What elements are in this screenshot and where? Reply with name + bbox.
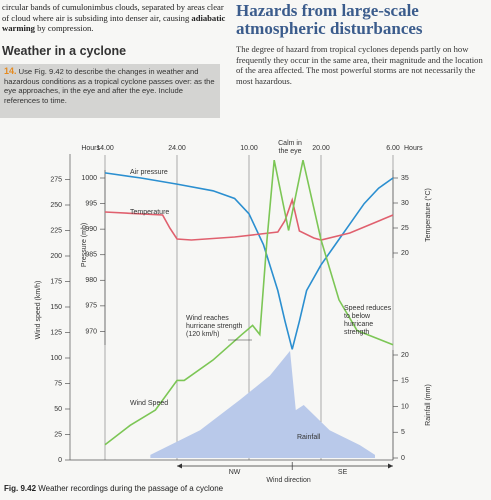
tick-label: 0 xyxy=(58,457,62,464)
intro-part: circular bands of cumulonimbus clouds, s… xyxy=(2,2,224,23)
tick-label: 30 xyxy=(401,200,409,207)
tick-label: 980 xyxy=(85,277,97,284)
article-title: Hazards from large-scale atmospheric dis… xyxy=(236,1,423,38)
series-area xyxy=(150,350,375,458)
annotation: Calm in the eye xyxy=(278,140,302,155)
intro-text: circular bands of cumulonimbus clouds, s… xyxy=(2,2,227,34)
axis-label: Pressure (mb) xyxy=(81,223,88,267)
tick-label: 175 xyxy=(50,278,62,285)
question-box: 14. Use Fig. 9.42 to describe the change… xyxy=(0,64,220,118)
axis-label: Wind speed (km/h) xyxy=(35,281,42,340)
tick-label: 20 xyxy=(401,352,409,359)
tick-label: 200 xyxy=(50,253,62,260)
tick-label: 5 xyxy=(401,429,405,436)
caption-text: Weather recordings during the passage of… xyxy=(38,484,224,493)
annotation: Wind reaches hurricane strength (120 km/… xyxy=(186,315,243,338)
x-axis-label: Wind direction xyxy=(266,477,310,484)
direction-label: NW xyxy=(229,469,241,476)
tick-label: 975 xyxy=(85,303,97,310)
annotation: Speed reduces to below hurricane strengt… xyxy=(344,305,392,336)
series-label: Air pressure xyxy=(130,169,168,176)
x-tick-label: 24.00 xyxy=(168,145,186,152)
intro-part: by compression. xyxy=(34,23,94,33)
series-label: Wind Speed xyxy=(130,400,168,407)
tick-label: 20 xyxy=(401,250,409,257)
tick-label: 985 xyxy=(85,252,97,259)
x-unit: Hours xyxy=(404,145,423,152)
axis-label: Rainfall (mm) xyxy=(425,384,432,426)
series-line xyxy=(104,172,394,350)
tick-label: 0 xyxy=(401,455,405,462)
question-number: 14. xyxy=(4,66,17,76)
tick-label: 25 xyxy=(401,225,409,232)
tick-label: 150 xyxy=(50,304,62,311)
caption-label: Fig. 9.42 xyxy=(4,484,37,493)
tick-label: 10 xyxy=(401,403,409,410)
tick-label: 50 xyxy=(54,406,62,413)
intro-bold: adiabatic warming xyxy=(2,12,226,34)
tick-label: 990 xyxy=(85,226,97,233)
series-label: Rainfall xyxy=(297,434,321,441)
axis-label: Temperature (°C) xyxy=(424,188,432,242)
x-tick-label: 14.00 xyxy=(96,145,114,152)
caption: Fig. 9.42 Weather recordings during the … xyxy=(4,484,223,493)
tick-label: 75 xyxy=(54,380,62,387)
article-text: The degree of hazard from tropical cyclo… xyxy=(236,44,483,86)
series-line xyxy=(104,197,394,241)
tick-label: 970 xyxy=(85,328,97,335)
question-text: Use Fig. 9.42 to describe the changes in… xyxy=(4,67,215,105)
tick-label: 250 xyxy=(50,202,62,209)
x-unit: Hours xyxy=(81,145,100,152)
section-heading: Weather in a cyclone xyxy=(2,44,127,58)
series-label: Temperature xyxy=(130,209,169,216)
x-tick-label: 20.00 xyxy=(312,145,330,152)
direction-label: SE xyxy=(338,469,348,476)
tick-label: 225 xyxy=(50,227,62,234)
x-tick-label: 6.00 xyxy=(386,145,400,152)
tick-label: 1000 xyxy=(81,175,97,182)
tick-label: 100 xyxy=(50,355,62,362)
tick-label: 25 xyxy=(54,431,62,438)
tick-label: 35 xyxy=(401,175,409,182)
series-line xyxy=(104,159,394,446)
tick-label: 275 xyxy=(50,176,62,183)
tick-label: 125 xyxy=(50,329,62,336)
tick-label: 15 xyxy=(401,378,409,385)
x-tick-label: 10.00 xyxy=(240,145,258,152)
tick-label: 995 xyxy=(85,200,97,207)
